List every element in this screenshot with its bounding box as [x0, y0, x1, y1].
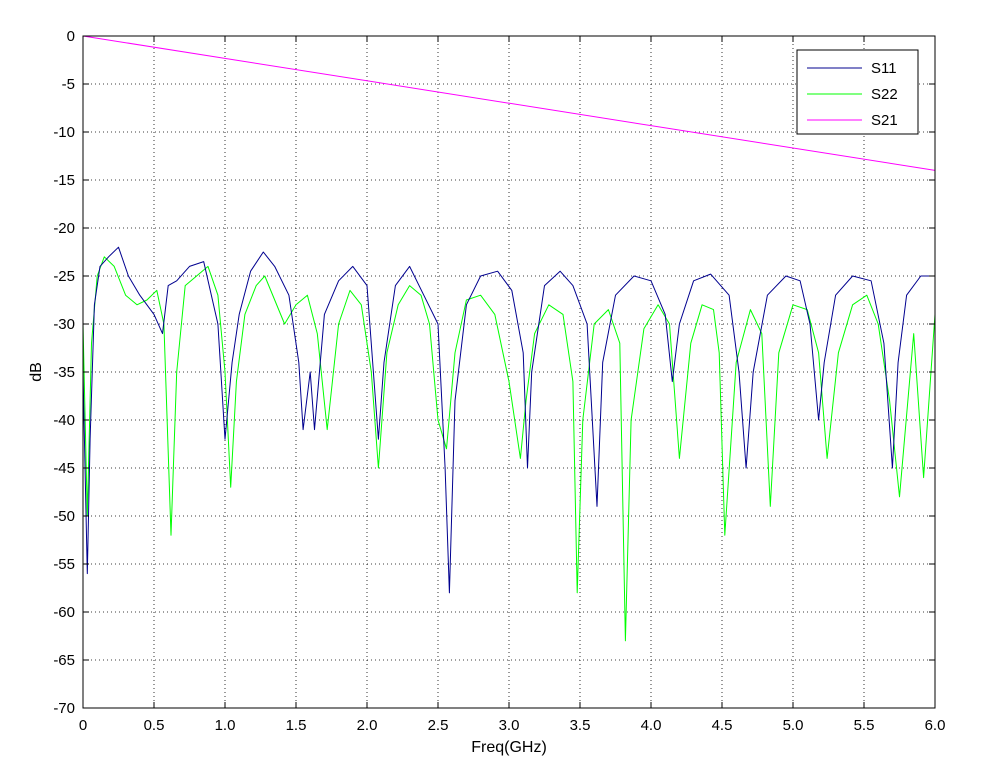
legend-label-s11: S11 [871, 60, 897, 77]
x-tick-label: 4.0 [641, 717, 662, 734]
legend-box [796, 49, 919, 135]
y-tick-label: -10 [53, 124, 75, 141]
y-tick-label: -20 [53, 220, 75, 237]
series-line-s22 [82, 256, 936, 642]
y-tick-label: -65 [53, 652, 75, 669]
series-line-s21 [82, 35, 936, 171]
x-axis-label: Freq(GHz) [471, 739, 547, 756]
series-line-s11 [82, 246, 935, 594]
legend-label-s21: S21 [871, 112, 898, 129]
x-tick-label: 0 [79, 717, 87, 734]
y-tick-label: -50 [53, 508, 75, 525]
y-tick-label: -25 [53, 268, 75, 285]
x-tick-label: 1.0 [215, 717, 236, 734]
x-tick-label: 0.5 [144, 717, 165, 734]
y-tick-label: -30 [53, 316, 75, 333]
x-tick-label: 5.0 [783, 717, 804, 734]
x-tick-label: 3.5 [570, 717, 591, 734]
x-tick-label: 1.5 [286, 717, 307, 734]
ticks: 0 0.5 1.0 1.5 2.0 2.5 3.0 3.5 4.0 4.5 5.0 5.5 6.0 0 -5… [53, 28, 945, 734]
y-tick-label: -45 [53, 460, 75, 477]
x-tick-label: 5.5 [854, 717, 875, 734]
x-tick-label: 2.0 [357, 717, 378, 734]
y-tick-label: -5 [62, 76, 75, 93]
y-tick-label: -70 [53, 700, 75, 717]
series-lines [82, 35, 936, 642]
y-tick-label: 0 [67, 28, 75, 45]
x-tick-label: 2.5 [428, 717, 449, 734]
x-tick-label: 3.0 [499, 717, 520, 734]
legend-label-s22: S22 [871, 86, 898, 103]
x-tick-label: 6.0 [925, 717, 946, 734]
y-tick-label: -60 [53, 604, 75, 621]
y-tick-label: -55 [53, 556, 75, 573]
y-tick-label: -40 [53, 412, 75, 429]
y-axis-label: dB [28, 362, 45, 382]
y-tick-label: -15 [53, 172, 75, 189]
x-tick-label: 4.5 [712, 717, 733, 734]
legend: S11 S22 S21 [796, 49, 919, 135]
y-tick-label: -35 [53, 364, 75, 381]
